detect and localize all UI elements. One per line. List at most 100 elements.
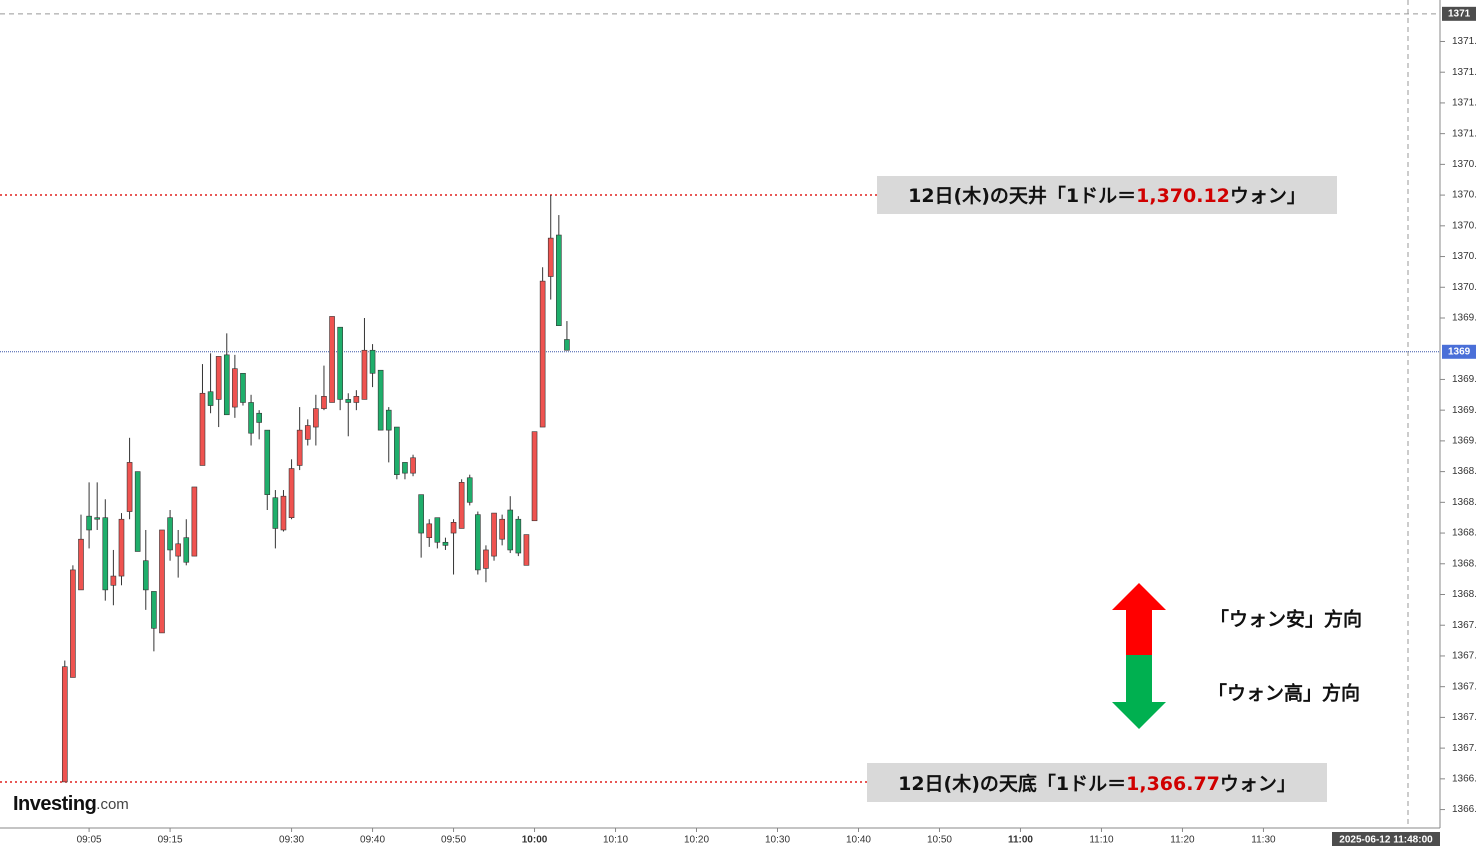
crosshair-time-box <box>1332 832 1440 846</box>
logo: Investing.com <box>13 793 129 815</box>
axes <box>0 0 1441 829</box>
plot <box>0 195 1440 783</box>
candle-body <box>183 537 190 563</box>
candle-body <box>78 538 84 591</box>
y-tick-label: 1367. <box>1452 681 1476 692</box>
y-tick-label: 1371. <box>1452 128 1476 139</box>
candle-body <box>61 666 68 783</box>
crosshair-price-box <box>1442 6 1476 21</box>
candle-body <box>110 575 117 586</box>
last-price-box <box>1442 344 1476 359</box>
x-tick-label: 11:00 <box>1008 835 1033 846</box>
candle-body <box>507 509 514 551</box>
x-tick-label: 11:20 <box>1170 835 1195 846</box>
candle-body <box>547 237 554 277</box>
up-arrow <box>1112 583 1166 656</box>
candle-body <box>232 368 238 408</box>
x-tick-label: 10:00 <box>522 835 548 846</box>
y-tick-label: 1366. <box>1452 804 1476 815</box>
annotation-text: ウォン」 <box>1230 185 1306 207</box>
candle-body <box>418 494 424 534</box>
candle-body <box>426 523 433 538</box>
candle-body <box>175 543 181 557</box>
candle-body <box>515 518 522 554</box>
y-tick-label: 1367. <box>1452 620 1476 631</box>
candle-body <box>296 429 303 466</box>
candle-body <box>329 316 335 403</box>
candle-body <box>167 517 173 551</box>
y-tick-label: 1368. <box>1452 558 1476 569</box>
candle-body <box>394 426 400 475</box>
annotation: 12日(木)の天底「1ドル＝1,366.77ウォン」 <box>898 772 1296 795</box>
candle-body <box>385 409 392 431</box>
candle-body <box>564 339 570 351</box>
candle-body <box>223 354 230 416</box>
candle-body <box>304 425 311 440</box>
candle-body <box>126 462 133 512</box>
y-tick-label: 1368. <box>1452 466 1476 477</box>
logo-suffix: .com <box>96 796 129 813</box>
y-tick-label: 1367. <box>1452 743 1476 754</box>
candle-body <box>531 431 538 522</box>
candle-body <box>483 549 489 569</box>
x-tick-label: 10:50 <box>927 835 952 846</box>
y-tick-label: 1371. <box>1452 36 1476 47</box>
last-price-label: 1369 <box>1448 346 1471 357</box>
candle-body <box>402 462 408 474</box>
candle-body <box>434 517 441 543</box>
annotation-value: 1,366.77 <box>1126 773 1220 795</box>
candle-body <box>410 457 416 474</box>
candle-body <box>458 482 465 529</box>
candle-body <box>118 518 125 577</box>
y-tick-label: 1366. <box>1452 773 1476 784</box>
y-tick-label: 1369. <box>1452 313 1476 324</box>
y-tick-label: 1367. <box>1452 651 1476 662</box>
y-tick-label: 1370. <box>1452 282 1476 293</box>
candle-body <box>142 560 149 591</box>
logo-main: Investing <box>13 793 96 815</box>
candle-body <box>151 591 157 629</box>
x-tick-label: 10:10 <box>603 835 628 846</box>
y-tick-label: 1370. <box>1452 220 1476 231</box>
candle-body <box>499 518 505 540</box>
candle-body <box>102 517 109 591</box>
direction-label: 「ウォン安」方向 <box>1210 608 1362 631</box>
candle-body <box>86 515 92 531</box>
candle-body <box>199 392 206 466</box>
candle-body <box>442 541 449 546</box>
candle-body <box>539 280 546 428</box>
y-tick-label: 1368. <box>1452 528 1476 539</box>
candle-body <box>280 495 287 531</box>
candle-body <box>313 408 319 428</box>
candle-body <box>556 234 562 326</box>
annotation-text: ウォン」 <box>1220 773 1296 795</box>
y-tick-label: 1371. <box>1452 98 1476 109</box>
candle-body <box>256 412 262 423</box>
x-tick-label: 10:40 <box>846 835 871 846</box>
candle-body <box>248 402 254 434</box>
candle-body <box>475 514 481 571</box>
down-arrow <box>1112 655 1166 729</box>
x-tick-label: 10:20 <box>684 835 709 846</box>
x-tick-label: 09:15 <box>158 835 183 846</box>
candle-body <box>337 326 343 400</box>
candle-body <box>369 349 376 374</box>
x-tick-label: 09:05 <box>77 835 102 846</box>
annotation-text: 12日(木)の天井「1ドル＝ <box>908 184 1136 207</box>
crosshair-time: 2025-06-12 11:48:00 <box>1339 835 1433 846</box>
annotation: 12日(木)の天井「1ドル＝1,370.12ウォン」 <box>908 184 1306 207</box>
annotation-box <box>877 176 1337 214</box>
annotation-text: 12日(木)の天底「1ドル＝ <box>898 772 1126 795</box>
y-tick-label: 1369. <box>1452 374 1476 385</box>
y-tick-label: 1370. <box>1452 251 1476 262</box>
x-tick-label: 09:40 <box>360 835 385 846</box>
annotation-value: 1,370.12 <box>1136 185 1230 207</box>
x-tick-label: 09:50 <box>441 835 466 846</box>
x-tick-label: 10:30 <box>765 835 790 846</box>
candle-body <box>288 468 295 518</box>
candle-body <box>321 396 327 409</box>
candle-body <box>491 512 497 557</box>
y-tick-label: 1368. <box>1452 589 1476 600</box>
